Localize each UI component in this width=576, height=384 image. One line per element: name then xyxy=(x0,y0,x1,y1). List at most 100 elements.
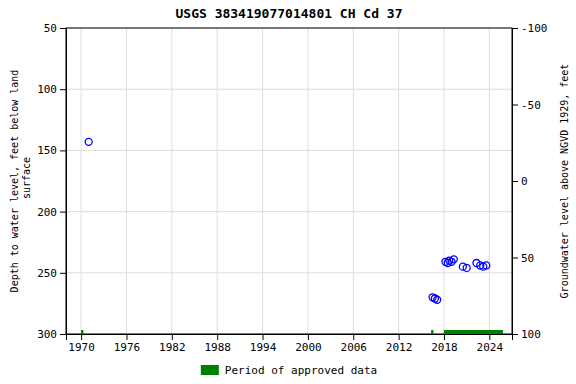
tick-label: 2012 xyxy=(386,341,413,354)
tick-mark xyxy=(512,334,518,335)
y-axis: 50 100 150 200 250 300 xyxy=(37,22,66,341)
tick-mark xyxy=(512,28,518,29)
grid-line xyxy=(66,150,512,151)
tick: 2024 xyxy=(477,334,504,354)
tick-label: 2000 xyxy=(295,341,322,354)
tick-label: 100 xyxy=(37,83,57,96)
tick: 250 xyxy=(37,267,66,280)
tick-mark xyxy=(512,181,518,182)
tick-mark xyxy=(489,334,490,340)
grid-line xyxy=(66,272,512,273)
tick: 2000 xyxy=(295,334,322,354)
tick: 1988 xyxy=(204,334,231,354)
grid xyxy=(66,28,512,334)
tick: 50 xyxy=(512,252,534,265)
tick: 1970 xyxy=(68,334,95,354)
tick-label: 1982 xyxy=(159,341,186,354)
tick-mark xyxy=(353,334,354,340)
tick-mark xyxy=(444,334,445,340)
grid-line xyxy=(307,28,308,334)
legend-swatch xyxy=(201,365,219,375)
tick-mark xyxy=(126,334,127,340)
point xyxy=(483,262,490,269)
tick-mark xyxy=(60,273,66,274)
tick: 2006 xyxy=(341,334,368,354)
tick: 2012 xyxy=(386,334,413,354)
tick: -100 xyxy=(512,22,548,35)
tick-label: 100 xyxy=(521,328,541,341)
point xyxy=(434,296,441,303)
tick: 1976 xyxy=(114,334,141,354)
tick-mark xyxy=(60,89,66,90)
tick-label: 1976 xyxy=(114,341,141,354)
tick-label: 50 xyxy=(44,22,57,35)
axis-line xyxy=(67,335,513,341)
tick-mark xyxy=(81,334,82,340)
approved-period-bar xyxy=(431,330,433,334)
tick-label: 300 xyxy=(37,328,57,341)
tick: -50 xyxy=(512,99,541,112)
tick-label: 150 xyxy=(37,144,57,157)
plot: 1970197619821988199420002006201220182024… xyxy=(37,22,547,354)
tick: 1994 xyxy=(250,334,277,354)
tick-label: 200 xyxy=(37,206,57,219)
tick-label: -100 xyxy=(521,22,548,35)
tick: 0 xyxy=(512,175,528,188)
tick-mark xyxy=(172,334,173,340)
point xyxy=(450,256,457,263)
y2-axis-label: Groundwater level above NGVD 1929, feet xyxy=(559,64,570,299)
plot-frame xyxy=(66,28,512,334)
x-axis: 1970 1976 1982 1988 1994 2000 2006 2012 2018 2024 xyxy=(67,334,513,354)
tick-label: 2006 xyxy=(341,341,368,354)
tick-mark xyxy=(399,334,400,340)
axis-line xyxy=(513,29,519,335)
tick: 50 xyxy=(44,22,66,35)
legend-item: Period of approved data xyxy=(201,364,377,377)
point xyxy=(463,264,470,271)
y-axis-label: Depth to water level, feet below land su… xyxy=(9,70,32,293)
grid-line xyxy=(171,28,172,334)
tick-label: 250 xyxy=(37,267,57,280)
grid-line xyxy=(66,211,512,212)
grid-line xyxy=(66,89,512,90)
tick-label: 1994 xyxy=(250,341,277,354)
tick: 200 xyxy=(37,206,66,219)
tick-label: 1988 xyxy=(204,341,231,354)
tick-mark xyxy=(512,105,518,106)
tick-mark xyxy=(263,334,264,340)
tick-mark xyxy=(217,334,218,340)
tick-label: 2024 xyxy=(477,341,504,354)
tick-mark xyxy=(512,258,518,259)
approved-period-bar xyxy=(444,330,503,334)
approved-period-bar xyxy=(81,330,83,334)
legend: Period of approved data xyxy=(201,364,377,377)
grid-line xyxy=(81,28,82,334)
grid-line xyxy=(398,28,399,334)
tick-mark xyxy=(60,150,66,151)
tick-label: 2018 xyxy=(431,341,458,354)
marks xyxy=(81,138,503,334)
tick-label: 50 xyxy=(521,252,534,265)
chart: 1970197619821988199420002006201220182024… xyxy=(0,0,576,384)
grid-line xyxy=(217,28,218,334)
grid-line xyxy=(489,28,490,334)
tick-mark xyxy=(308,334,309,340)
point xyxy=(85,138,92,145)
legend-label: Period of approved data xyxy=(225,364,377,377)
tick: 150 xyxy=(37,144,66,157)
tick: 2018 xyxy=(431,334,458,354)
y2-axis: 100 50 0 -50 -100 xyxy=(512,22,548,341)
grid-line xyxy=(126,28,127,334)
tick: 100 xyxy=(37,83,66,96)
tick-label: -50 xyxy=(521,99,541,112)
tick-label: 1970 xyxy=(68,341,95,354)
tick-mark xyxy=(60,28,66,29)
axis-line xyxy=(60,29,67,335)
tick: 300 xyxy=(37,328,66,341)
tick-label: 0 xyxy=(521,175,528,188)
grid-line xyxy=(443,28,444,334)
tick: 100 xyxy=(512,328,541,341)
title: USGS 383419077014801 CH Cd 37 xyxy=(176,6,403,21)
tick-mark xyxy=(60,212,66,213)
tick-mark xyxy=(60,334,66,335)
